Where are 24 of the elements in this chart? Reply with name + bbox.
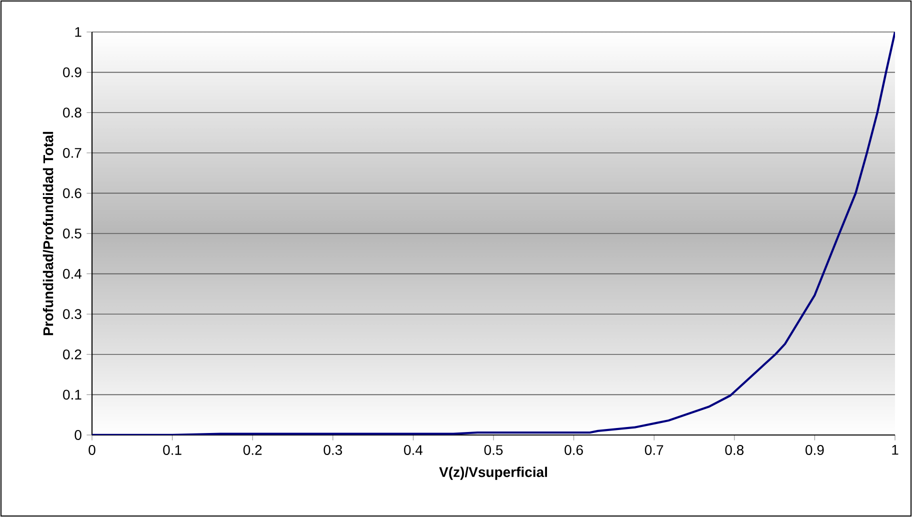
x-tick-label: 0.6 bbox=[564, 445, 583, 455]
x-tick-label: 0.8 bbox=[725, 445, 744, 455]
x-tick-label: 0.2 bbox=[243, 445, 262, 455]
y-tick-label: 0.8 bbox=[63, 108, 82, 118]
y-tick-label: 0.3 bbox=[63, 309, 82, 320]
x-tick-label: 0.3 bbox=[324, 445, 342, 455]
x-tick-label: 0.7 bbox=[644, 445, 664, 455]
y-tick-label: 0.4 bbox=[63, 268, 82, 279]
x-tick-label: 0.4 bbox=[404, 445, 423, 455]
y-tick-label: 0.5 bbox=[63, 228, 82, 238]
y-tick-label: 0.1 bbox=[63, 390, 82, 400]
y-axis-title: Profundidad/Profundidad Total bbox=[42, 132, 54, 336]
y-tick-label: 0.6 bbox=[63, 188, 82, 198]
x-tick-label: 0 bbox=[88, 445, 96, 455]
y-tick-label: 0.2 bbox=[63, 349, 82, 360]
x-axis-title: V(z)/Vsuperficial bbox=[439, 466, 547, 480]
y-tick-label: 0.9 bbox=[63, 67, 82, 78]
y-tick-label: 0.7 bbox=[63, 148, 82, 158]
x-tick-label: 0.9 bbox=[806, 445, 824, 455]
y-tick-label: 1 bbox=[75, 27, 82, 37]
x-tick-label: 1 bbox=[892, 445, 898, 455]
x-tick-label: 0.1 bbox=[163, 445, 182, 455]
y-tick-label: 0 bbox=[74, 430, 82, 440]
x-tick-label: 0.5 bbox=[484, 445, 503, 455]
